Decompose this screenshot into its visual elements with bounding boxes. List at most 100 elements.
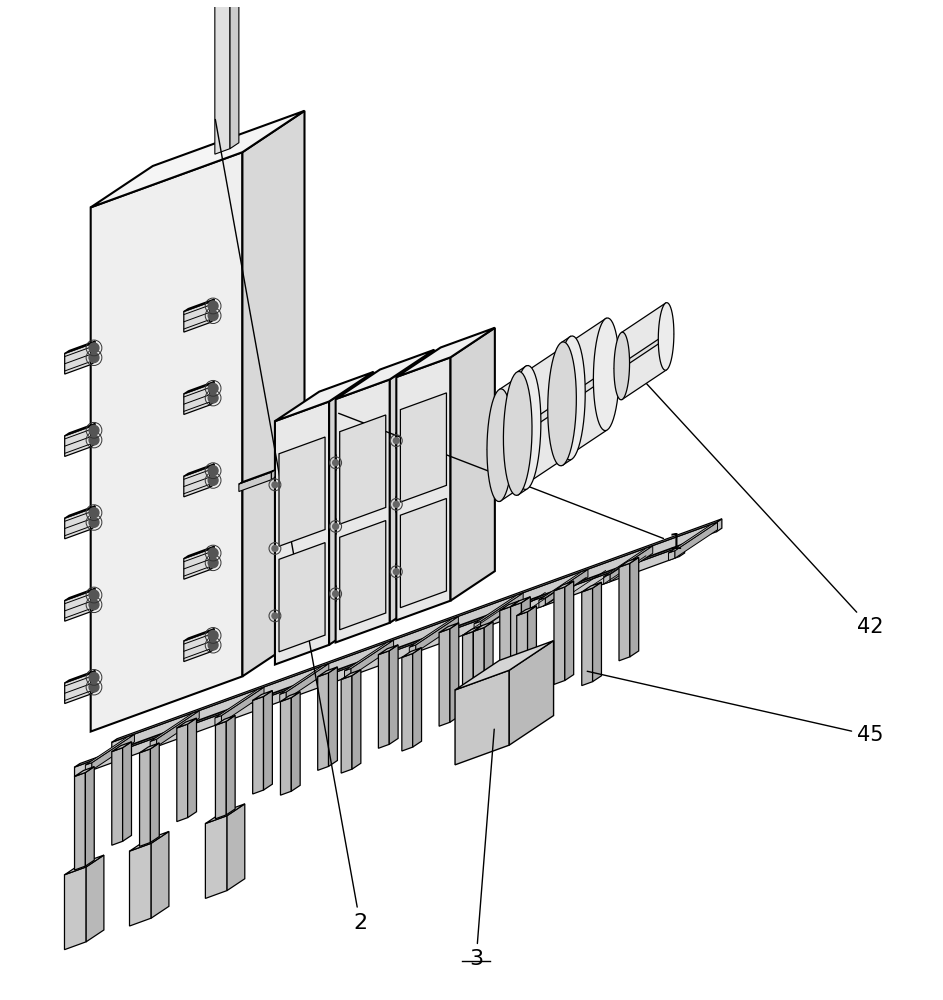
Polygon shape bbox=[184, 381, 214, 394]
Polygon shape bbox=[630, 557, 638, 657]
Polygon shape bbox=[500, 601, 520, 611]
Polygon shape bbox=[239, 470, 275, 484]
Circle shape bbox=[89, 343, 99, 353]
Polygon shape bbox=[582, 588, 592, 686]
Polygon shape bbox=[473, 622, 493, 631]
Polygon shape bbox=[206, 816, 227, 898]
Polygon shape bbox=[582, 582, 602, 592]
Polygon shape bbox=[545, 569, 587, 605]
Polygon shape bbox=[86, 855, 104, 942]
Circle shape bbox=[208, 383, 218, 393]
Polygon shape bbox=[209, 629, 214, 652]
Polygon shape bbox=[263, 691, 273, 790]
Polygon shape bbox=[91, 111, 305, 207]
Polygon shape bbox=[554, 581, 573, 591]
Polygon shape bbox=[275, 401, 329, 665]
Polygon shape bbox=[538, 569, 587, 600]
Polygon shape bbox=[401, 393, 446, 502]
Polygon shape bbox=[344, 640, 393, 671]
Polygon shape bbox=[402, 654, 413, 751]
Polygon shape bbox=[336, 379, 389, 642]
Polygon shape bbox=[140, 749, 150, 846]
Polygon shape bbox=[275, 372, 373, 421]
Polygon shape bbox=[272, 470, 275, 480]
Polygon shape bbox=[556, 336, 586, 460]
Polygon shape bbox=[279, 437, 325, 546]
Polygon shape bbox=[65, 506, 95, 518]
Polygon shape bbox=[336, 350, 434, 399]
Polygon shape bbox=[150, 743, 159, 842]
Polygon shape bbox=[510, 601, 520, 700]
Polygon shape bbox=[184, 546, 214, 559]
Polygon shape bbox=[619, 557, 638, 567]
Polygon shape bbox=[413, 648, 422, 747]
Polygon shape bbox=[91, 588, 95, 612]
Polygon shape bbox=[150, 739, 157, 749]
Polygon shape bbox=[401, 498, 446, 608]
Polygon shape bbox=[112, 748, 123, 845]
Polygon shape bbox=[510, 603, 521, 700]
Polygon shape bbox=[517, 606, 537, 616]
Circle shape bbox=[89, 682, 99, 692]
Polygon shape bbox=[215, 0, 230, 154]
Polygon shape bbox=[65, 341, 95, 353]
Polygon shape bbox=[592, 582, 602, 682]
Circle shape bbox=[89, 353, 99, 363]
Circle shape bbox=[89, 425, 99, 435]
Polygon shape bbox=[86, 734, 135, 765]
Polygon shape bbox=[112, 519, 721, 742]
Polygon shape bbox=[565, 581, 573, 681]
Polygon shape bbox=[64, 855, 104, 875]
Circle shape bbox=[272, 546, 278, 551]
Polygon shape bbox=[91, 423, 95, 447]
Polygon shape bbox=[86, 767, 94, 866]
Polygon shape bbox=[209, 299, 214, 323]
Polygon shape bbox=[517, 612, 527, 709]
Polygon shape bbox=[280, 664, 329, 694]
Polygon shape bbox=[378, 651, 389, 748]
Polygon shape bbox=[675, 522, 718, 558]
Polygon shape bbox=[65, 509, 91, 539]
Circle shape bbox=[272, 613, 278, 619]
Circle shape bbox=[208, 393, 218, 403]
Polygon shape bbox=[65, 426, 91, 456]
Polygon shape bbox=[455, 641, 554, 690]
Circle shape bbox=[89, 590, 99, 600]
Polygon shape bbox=[291, 692, 300, 791]
Polygon shape bbox=[439, 623, 459, 633]
Polygon shape bbox=[209, 464, 214, 487]
Circle shape bbox=[89, 672, 99, 682]
Polygon shape bbox=[65, 588, 95, 601]
Polygon shape bbox=[91, 341, 95, 365]
Polygon shape bbox=[151, 831, 169, 918]
Polygon shape bbox=[416, 617, 458, 652]
Polygon shape bbox=[604, 546, 653, 577]
Polygon shape bbox=[209, 381, 214, 405]
Circle shape bbox=[208, 640, 218, 650]
Polygon shape bbox=[409, 617, 458, 647]
Polygon shape bbox=[669, 551, 675, 560]
Polygon shape bbox=[554, 587, 565, 684]
Polygon shape bbox=[65, 671, 95, 683]
Polygon shape bbox=[253, 691, 273, 700]
Polygon shape bbox=[509, 641, 554, 745]
Polygon shape bbox=[339, 521, 386, 630]
Polygon shape bbox=[351, 640, 393, 676]
Polygon shape bbox=[538, 598, 545, 608]
Circle shape bbox=[333, 523, 339, 529]
Polygon shape bbox=[74, 544, 685, 767]
Circle shape bbox=[208, 301, 218, 311]
Polygon shape bbox=[512, 366, 541, 489]
Polygon shape bbox=[91, 506, 95, 529]
Polygon shape bbox=[176, 724, 188, 822]
Polygon shape bbox=[74, 547, 679, 776]
Polygon shape bbox=[184, 467, 209, 497]
Polygon shape bbox=[562, 336, 571, 466]
Polygon shape bbox=[129, 843, 151, 926]
Polygon shape bbox=[157, 711, 199, 747]
Polygon shape bbox=[614, 332, 630, 400]
Circle shape bbox=[333, 591, 339, 597]
Polygon shape bbox=[176, 718, 196, 728]
Polygon shape bbox=[227, 804, 245, 891]
Polygon shape bbox=[378, 645, 398, 655]
